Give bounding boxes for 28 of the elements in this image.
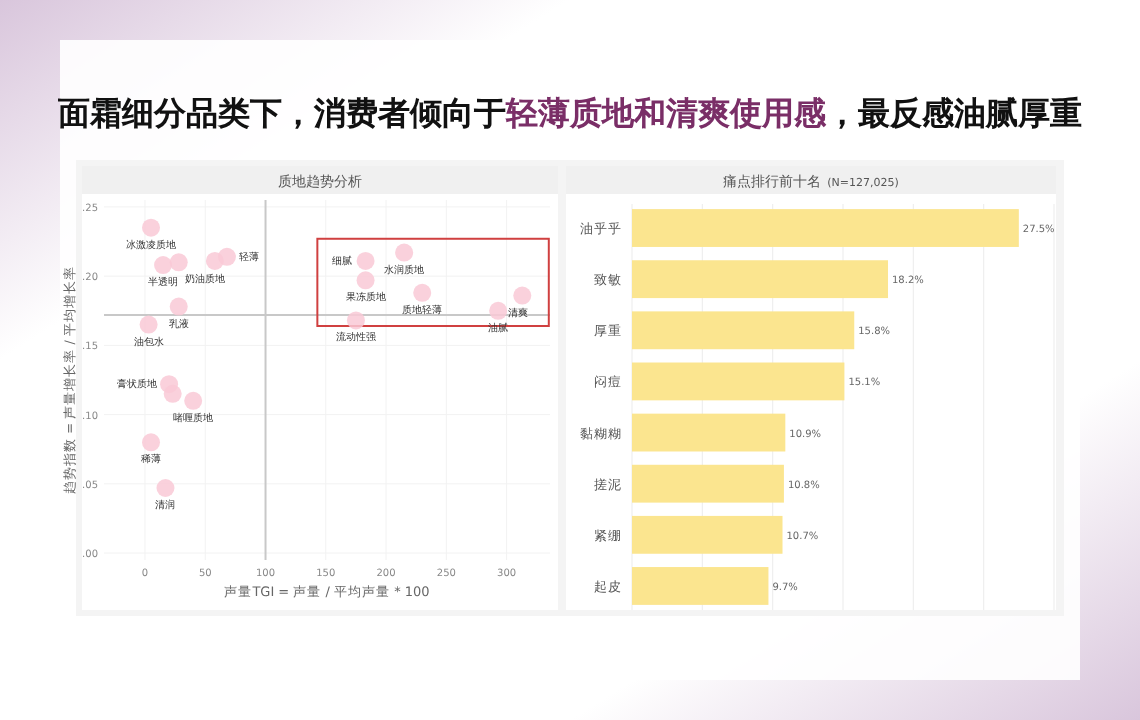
text: 面霜细分品类下，消费者倾向于 [56, 94, 506, 132]
point [513, 286, 532, 305]
point [142, 218, 161, 237]
bar [632, 209, 1019, 247]
point [142, 433, 161, 452]
bar [632, 464, 784, 503]
point [184, 391, 203, 410]
point [163, 384, 182, 403]
point [169, 297, 188, 316]
bar [632, 567, 769, 605]
point [395, 243, 414, 262]
bar [632, 515, 783, 554]
point [139, 315, 158, 334]
point [169, 253, 188, 272]
point [413, 283, 432, 302]
point [356, 251, 375, 270]
bar [632, 413, 786, 452]
point [156, 479, 175, 497]
point [346, 311, 365, 330]
bar [632, 311, 855, 350]
point [217, 247, 236, 266]
bar [632, 362, 845, 401]
text: ，最反感油腻厚重 [826, 94, 1082, 132]
point [356, 271, 375, 290]
point [489, 301, 508, 320]
point [154, 256, 173, 275]
text: 轻薄质地和清爽使用感 [504, 94, 828, 132]
bar [632, 260, 889, 299]
